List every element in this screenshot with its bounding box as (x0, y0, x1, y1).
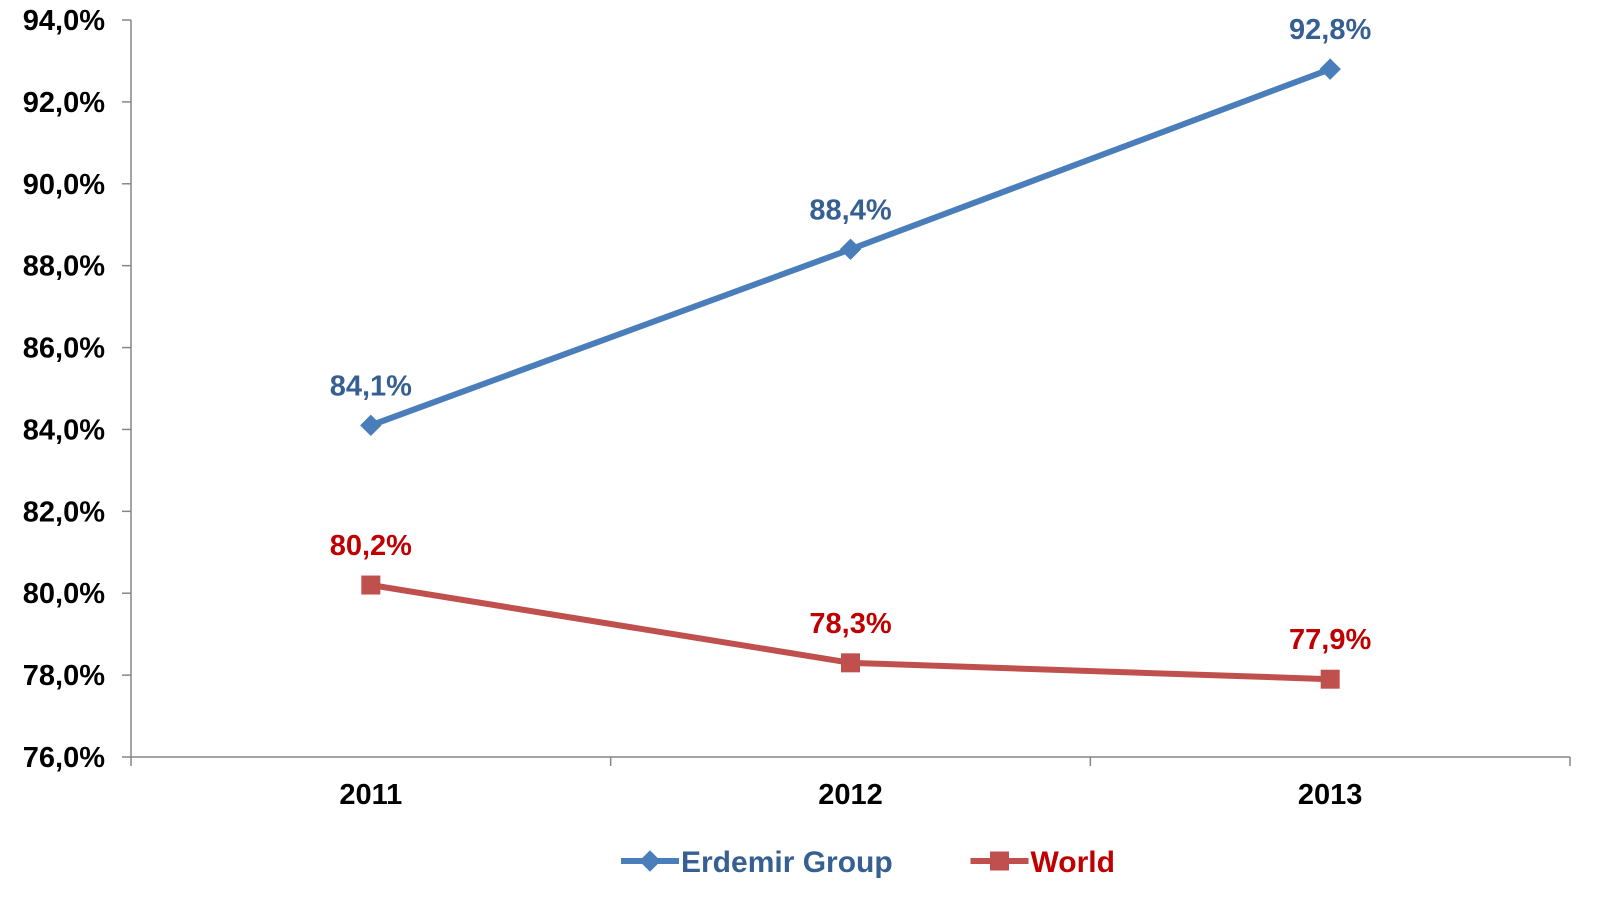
data-point-world (841, 653, 860, 673)
data-point-erdemir-group (839, 238, 862, 260)
data-point-world (361, 575, 381, 595)
data-label-erdemir-group: 88,4% (809, 194, 891, 226)
data-label-world: 80,2% (330, 530, 412, 562)
data-label-erdemir-group: 84,1% (330, 370, 412, 402)
y-tick-label: 88,0% (23, 251, 105, 283)
y-tick-label: 84,0% (23, 414, 105, 446)
legend-entry-erdemir-group: Erdemir Group (621, 846, 893, 879)
y-tick-label: 86,0% (23, 333, 105, 365)
y-tick-label: 76,0% (23, 742, 105, 774)
axes (130, 20, 1570, 758)
data-point-erdemir-group (1319, 58, 1341, 80)
x-axis-ticks: 2011 2012 2013 (130, 757, 1571, 811)
x-tick-label: 2013 (1298, 779, 1363, 811)
y-tick-label: 92,0% (23, 87, 105, 119)
data-labels: 84,1% 88,4% 92,8% 80,2% 78,3% 77,9% (330, 14, 1372, 656)
data-point-world (1320, 669, 1340, 689)
data-point-erdemir-group (360, 414, 382, 437)
y-tick-label: 94,0% (23, 5, 105, 37)
y-tick-label: 82,0% (23, 496, 105, 528)
data-label-world: 77,9% (1289, 624, 1371, 656)
y-tick-label: 78,0% (23, 660, 105, 692)
legend: Erdemir Group World (621, 846, 1115, 879)
legend-label: World (1031, 846, 1115, 879)
legend-marker (990, 851, 1009, 871)
series-world (361, 575, 1340, 689)
y-tick-label: 90,0% (23, 169, 105, 201)
x-tick-label: 2011 (339, 779, 402, 811)
series (360, 58, 1341, 689)
legend-marker (639, 850, 661, 872)
y-tick-label: 80,0% (23, 578, 105, 610)
legend-entry-world: World (970, 846, 1115, 879)
data-label-world: 78,3% (809, 608, 891, 640)
x-tick-label: 2012 (818, 779, 883, 811)
y-axis-ticks: 76,0% 78,0% 80,0% 82,0% 84,0% 86,0% 88,0% 90,0%… (23, 5, 131, 774)
series-erdemir-group (360, 58, 1341, 437)
legend-label: Erdemir Group (681, 846, 893, 879)
data-label-erdemir-group: 92,8% (1289, 14, 1371, 46)
